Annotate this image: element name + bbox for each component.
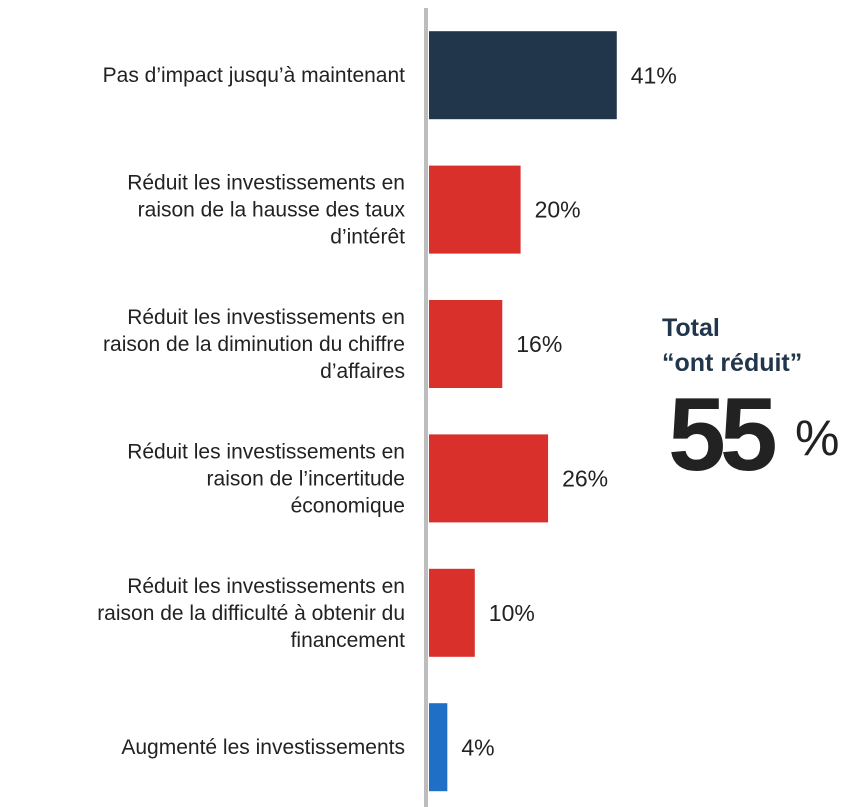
bar [429,434,549,523]
annotation-text: “ont réduit” [662,349,802,377]
annotation-unit: % [795,410,839,466]
value-label: 4% [461,734,494,760]
category-label: économique [291,494,405,517]
category-label: raison de l’incertitude [207,467,405,490]
value-label: 26% [562,465,608,491]
annotation-value: 55 [668,377,775,493]
bar [429,568,475,657]
bar [429,300,503,388]
category-label: raison de la diminution du chiffre [103,333,405,356]
category-label: d’affaires [320,360,405,383]
category-label: financement [291,629,406,652]
category-label: d’intérêt [330,226,405,249]
category-label: raison de la difficulté à obtenir du [97,602,405,625]
category-label: Réduit les investissements en [127,306,405,329]
bar [429,165,521,254]
category-label: Réduit les investissements en [127,172,405,195]
bar [429,31,617,120]
category-label: Réduit les investissements en [127,440,405,463]
bar [429,703,448,792]
value-label: 10% [489,600,535,626]
annotation-text: Total [662,314,720,342]
category-label: raison de la hausse des taux [138,199,406,222]
category-label: Augmenté les investissements [121,736,405,759]
category-label: Pas d’impact jusqu’à maintenant [103,64,406,87]
value-label: 20% [535,197,581,223]
category-label: Réduit les investissements en [127,575,405,598]
value-label: 41% [631,62,677,88]
value-label: 16% [516,331,562,357]
